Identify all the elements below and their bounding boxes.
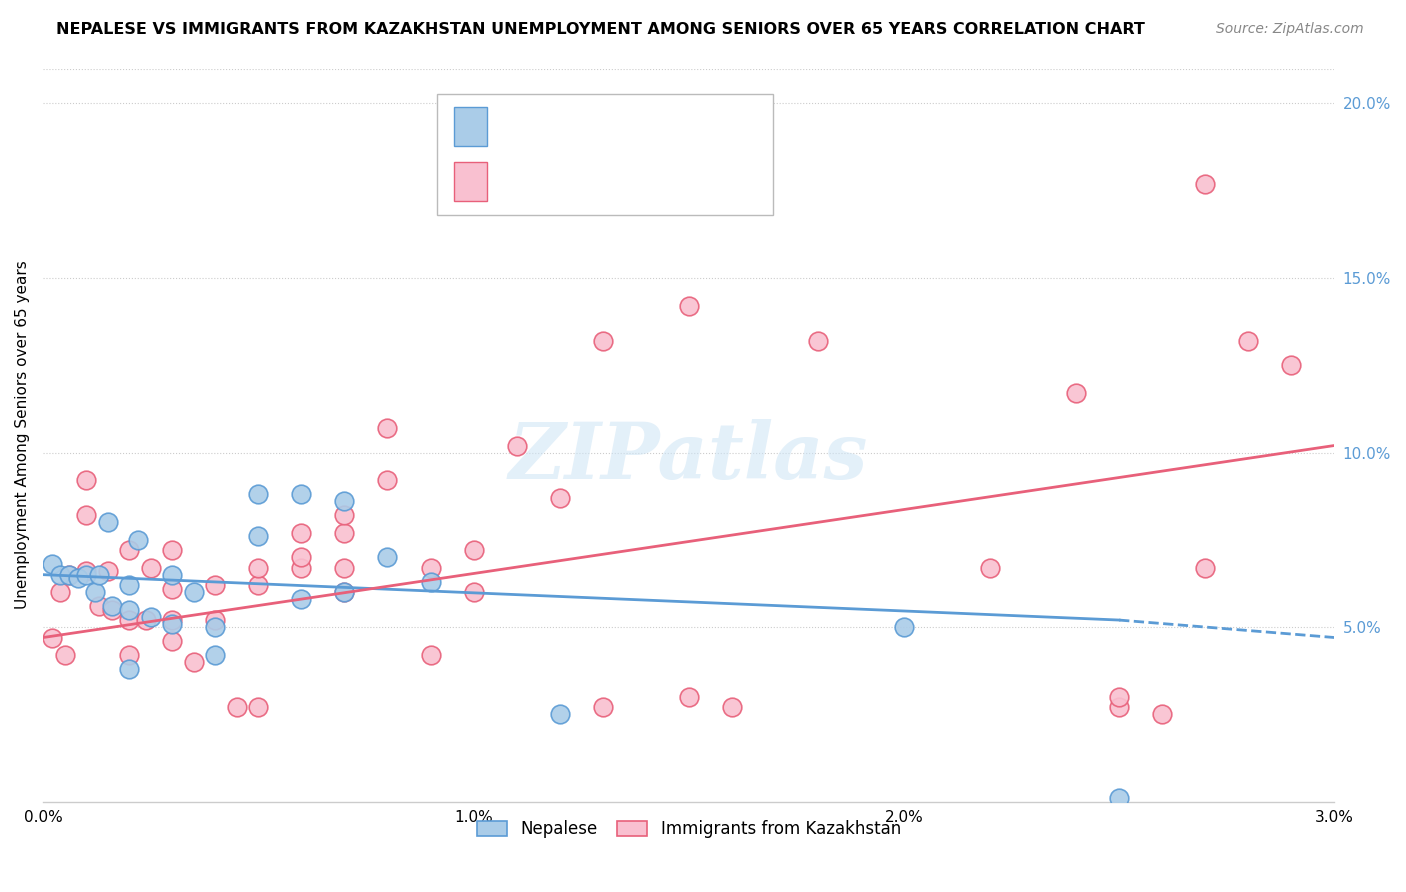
Point bbox=[333, 585, 356, 599]
Point bbox=[290, 550, 312, 565]
Point bbox=[290, 592, 312, 607]
Point bbox=[41, 631, 63, 645]
Point bbox=[1152, 707, 1174, 722]
Point bbox=[204, 578, 226, 592]
Point bbox=[377, 421, 399, 435]
Text: Source: ZipAtlas.com: Source: ZipAtlas.com bbox=[1216, 22, 1364, 37]
Point bbox=[247, 487, 270, 501]
Point bbox=[162, 582, 184, 596]
Point bbox=[162, 616, 184, 631]
Point bbox=[139, 609, 162, 624]
Point bbox=[290, 560, 312, 574]
Point bbox=[101, 602, 124, 616]
Point bbox=[333, 585, 356, 599]
Text: ZIPatlas: ZIPatlas bbox=[509, 418, 869, 495]
Point bbox=[720, 700, 742, 714]
Point bbox=[807, 334, 830, 348]
Point bbox=[678, 299, 700, 313]
Point bbox=[101, 599, 124, 613]
Point bbox=[53, 648, 76, 662]
Point bbox=[678, 690, 700, 704]
Point bbox=[89, 599, 111, 613]
Point bbox=[505, 438, 527, 452]
Point bbox=[49, 567, 72, 582]
Point bbox=[548, 707, 571, 722]
Point bbox=[333, 508, 356, 523]
Point bbox=[1237, 334, 1260, 348]
Point bbox=[377, 474, 399, 488]
Point bbox=[97, 564, 120, 578]
Point bbox=[49, 585, 72, 599]
Point bbox=[183, 655, 205, 669]
Point bbox=[89, 567, 111, 582]
Point bbox=[290, 525, 312, 540]
Point bbox=[162, 543, 184, 558]
Point bbox=[548, 491, 571, 505]
Point bbox=[41, 558, 63, 572]
Point bbox=[333, 494, 356, 508]
Point bbox=[419, 648, 441, 662]
Point bbox=[118, 578, 141, 592]
Point bbox=[83, 585, 105, 599]
Point bbox=[247, 529, 270, 543]
Point bbox=[463, 585, 485, 599]
Point bbox=[1279, 358, 1302, 372]
Point bbox=[419, 560, 441, 574]
Point bbox=[979, 560, 1001, 574]
Point bbox=[162, 634, 184, 648]
Point bbox=[58, 567, 80, 582]
Point bbox=[247, 578, 270, 592]
Point bbox=[135, 613, 157, 627]
Point bbox=[118, 613, 141, 627]
Point bbox=[225, 700, 247, 714]
Point bbox=[204, 620, 226, 634]
Point bbox=[58, 567, 80, 582]
Point bbox=[1194, 560, 1216, 574]
Point bbox=[247, 700, 270, 714]
Point bbox=[162, 613, 184, 627]
Point bbox=[419, 574, 441, 589]
Point bbox=[1064, 386, 1087, 401]
Point bbox=[592, 700, 614, 714]
Point bbox=[377, 550, 399, 565]
Point bbox=[75, 564, 97, 578]
Point bbox=[1108, 791, 1130, 805]
Point bbox=[204, 648, 226, 662]
Point bbox=[247, 560, 270, 574]
Point bbox=[592, 334, 614, 348]
Point bbox=[162, 567, 184, 582]
Point bbox=[75, 474, 97, 488]
Point bbox=[290, 487, 312, 501]
Point bbox=[118, 648, 141, 662]
Point bbox=[75, 567, 97, 582]
Legend: Nepalese, Immigrants from Kazakhstan: Nepalese, Immigrants from Kazakhstan bbox=[470, 814, 907, 845]
Point bbox=[139, 560, 162, 574]
Y-axis label: Unemployment Among Seniors over 65 years: Unemployment Among Seniors over 65 years bbox=[15, 260, 30, 609]
Point bbox=[118, 662, 141, 676]
Point bbox=[127, 533, 149, 547]
Point bbox=[118, 543, 141, 558]
Point bbox=[1108, 700, 1130, 714]
Point bbox=[204, 613, 226, 627]
Point bbox=[463, 543, 485, 558]
Point bbox=[183, 585, 205, 599]
Point bbox=[118, 602, 141, 616]
Point bbox=[333, 525, 356, 540]
Point bbox=[1108, 690, 1130, 704]
Point bbox=[97, 516, 120, 530]
Point bbox=[1194, 177, 1216, 191]
Point bbox=[75, 508, 97, 523]
Point bbox=[66, 571, 89, 585]
Point bbox=[893, 620, 915, 634]
Text: NEPALESE VS IMMIGRANTS FROM KAZAKHSTAN UNEMPLOYMENT AMONG SENIORS OVER 65 YEARS : NEPALESE VS IMMIGRANTS FROM KAZAKHSTAN U… bbox=[56, 22, 1144, 37]
Point bbox=[333, 560, 356, 574]
